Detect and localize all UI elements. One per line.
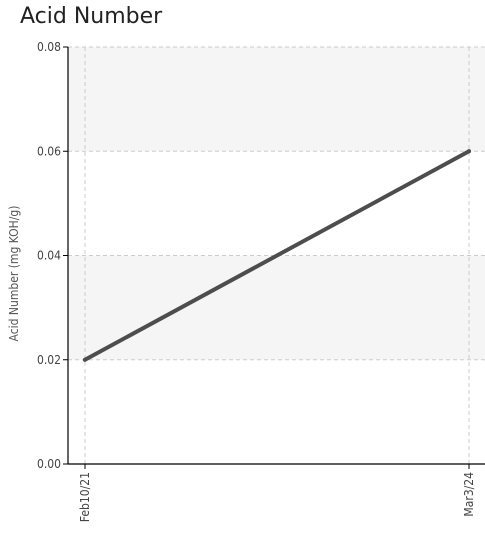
series-layer	[83, 149, 471, 362]
x-axis: Feb10/21 Mar3/24	[68, 463, 485, 522]
y-axis: 0.00 0.02 0.04 0.06 0.08	[37, 40, 69, 471]
plot-band	[68, 47, 485, 152]
x-tick-label: Mar3/24	[462, 472, 476, 517]
y-tick-label: 0.06	[37, 144, 61, 158]
chart-title: Acid Number	[20, 4, 163, 29]
plot-bands	[68, 47, 485, 360]
y-tick-label: 0.00	[37, 457, 61, 471]
data-point	[83, 357, 87, 362]
y-tick-label: 0.04	[37, 249, 61, 263]
x-tick-label: Feb10/21	[78, 472, 92, 522]
y-tick-label: 0.02	[37, 353, 61, 367]
y-axis-label: Acid Number (mg KOH/g)	[7, 206, 21, 342]
y-tick-label: 0.08	[37, 40, 61, 54]
plot-band	[68, 255, 485, 360]
data-point	[467, 149, 471, 154]
series-line	[83, 149, 471, 362]
